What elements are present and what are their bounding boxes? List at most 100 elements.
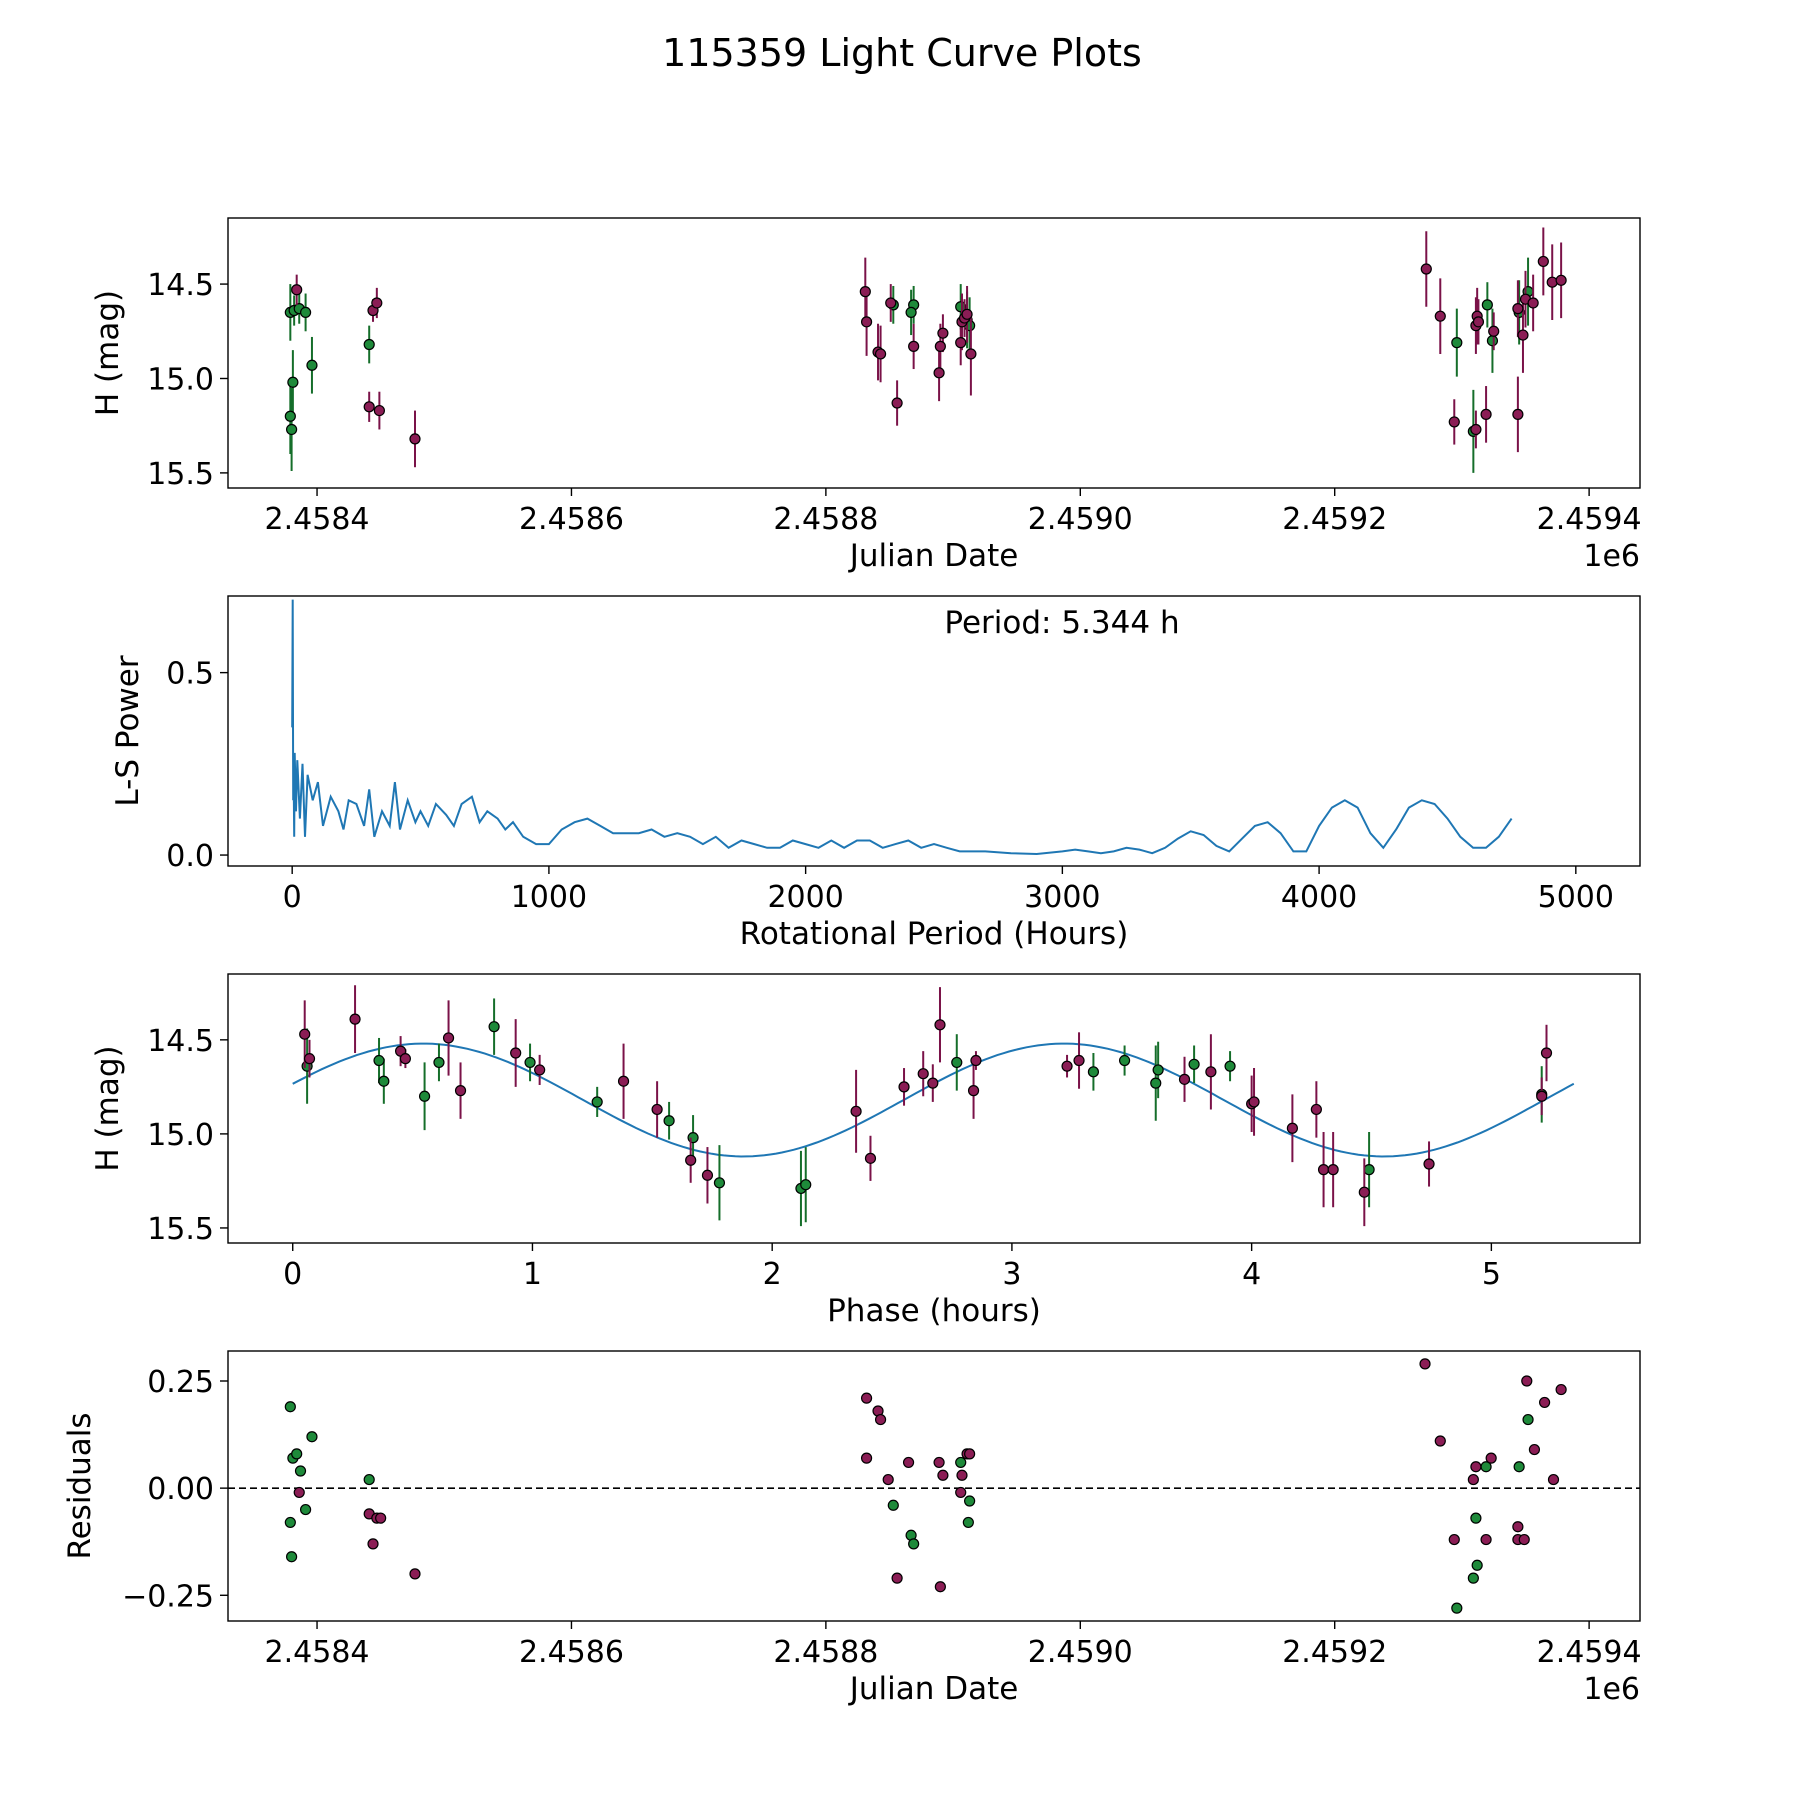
data-point-green — [1087, 1066, 1100, 1078]
plot-frame — [227, 217, 1641, 489]
data-point-green — [955, 1456, 967, 1469]
data-point-green — [1481, 299, 1493, 311]
data-point-maroon — [442, 1032, 455, 1044]
data-point-green — [1152, 1064, 1164, 1076]
data-point-green — [955, 301, 967, 313]
x-tick-label: 2.4592 — [1282, 1635, 1387, 1670]
data-point-maroon — [1248, 1096, 1260, 1108]
data-point-maroon — [701, 1169, 714, 1181]
data-point-maroon — [1512, 303, 1524, 315]
data-point-green — [1451, 337, 1463, 349]
data-point-maroon — [1205, 1066, 1217, 1078]
data-point-maroon — [964, 1448, 976, 1460]
data-point-maroon — [956, 1469, 968, 1481]
data-point-green — [1486, 335, 1499, 347]
x-tick-label: 2.4588 — [773, 1635, 878, 1670]
x-tick-label: 0 — [283, 880, 302, 915]
y-tick-label: 14.5 — [147, 1024, 214, 1059]
data-point-maroon — [1480, 408, 1492, 420]
data-point-maroon — [409, 1568, 421, 1580]
x-tick-label: 4000 — [1281, 880, 1357, 915]
data-point-maroon — [1073, 1054, 1085, 1067]
data-point-maroon — [874, 1413, 887, 1426]
data-point-maroon — [955, 337, 967, 349]
data-point-green — [286, 1551, 298, 1563]
data-point-maroon — [1286, 1122, 1298, 1134]
phase-folded-panel: 0 1 2 3 4 5 15.5 15.0 14.5 Phase (hours) H (mag) — [90, 973, 1641, 1329]
data-point-maroon — [1472, 316, 1485, 328]
x-tick-label: 2.4586 — [519, 1635, 624, 1670]
data-point-maroon — [1434, 1435, 1446, 1447]
x-tick-label: 2.4594 — [1537, 502, 1642, 537]
data-point-maroon — [898, 1081, 910, 1093]
residuals-panel: 2.4584 2.4586 2.4588 2.4590 2.4592 2.4594 0.25… — [62, 1350, 1642, 1707]
data-point-green — [1118, 1054, 1131, 1067]
data-point-maroon — [454, 1085, 467, 1097]
y-tick-label: 15.5 — [147, 1212, 214, 1247]
data-point-green — [284, 410, 296, 422]
y-tick-label: −0.25 — [122, 1579, 214, 1614]
x-tick-label: 2.4586 — [519, 502, 624, 537]
x-tick-label: 2.4590 — [1028, 502, 1133, 537]
data-point-maroon — [860, 1392, 873, 1404]
x-tick-label: 5 — [1482, 1257, 1501, 1292]
plot-area — [292, 985, 1575, 1227]
data-point-maroon — [1420, 263, 1432, 275]
data-point-maroon — [891, 1572, 903, 1584]
x-axis-offset-label: 1e6 — [1583, 539, 1640, 574]
data-point-maroon — [937, 327, 949, 339]
y-axis-label: H (mag) — [90, 290, 126, 416]
data-point-green — [524, 1056, 536, 1069]
data-point-maroon — [1536, 1090, 1548, 1102]
y-axis-label: L-S Power — [110, 655, 146, 806]
data-point-maroon — [1485, 1452, 1497, 1464]
data-point-maroon — [934, 1019, 946, 1031]
data-point-maroon — [1470, 423, 1482, 436]
data-point-green — [306, 1431, 318, 1443]
data-point-maroon — [967, 1085, 980, 1097]
data-point-maroon — [885, 297, 897, 309]
data-point-maroon — [1434, 310, 1446, 322]
data-point-maroon — [1419, 1358, 1431, 1370]
data-point-green — [378, 1075, 390, 1087]
data-point-maroon — [1518, 1533, 1530, 1546]
x-axis-label: Rotational Period (Hours) — [740, 916, 1129, 952]
data-point-maroon — [299, 1028, 311, 1040]
data-point-green — [1467, 1572, 1479, 1584]
data-point-green — [1224, 1060, 1236, 1072]
data-point-maroon — [399, 1053, 411, 1065]
data-point-maroon — [1467, 1473, 1479, 1486]
data-point-green — [905, 306, 917, 319]
y-axis-label: Residuals — [62, 1412, 98, 1559]
data-point-maroon — [293, 1486, 305, 1499]
x-tick-label: 2.4594 — [1537, 1635, 1642, 1670]
x-tick-label: 2000 — [767, 880, 843, 915]
data-point-maroon — [685, 1154, 697, 1166]
data-point-green — [373, 1054, 385, 1067]
data-point-maroon — [510, 1047, 522, 1059]
x-axis-label: Julian Date — [848, 1671, 1019, 1707]
data-point-maroon — [1310, 1103, 1322, 1116]
data-point-green — [363, 1473, 375, 1486]
data-point-maroon — [859, 286, 871, 298]
data-point-maroon — [882, 1473, 894, 1486]
data-point-maroon — [933, 1456, 945, 1469]
data-point-maroon — [1521, 1375, 1533, 1387]
data-point-maroon — [874, 348, 887, 360]
y-tick-label: 15.5 — [147, 457, 214, 492]
data-point-maroon — [934, 1581, 946, 1593]
data-point-maroon — [908, 340, 920, 352]
y-tick-label: 15.0 — [147, 362, 214, 397]
data-point-maroon — [534, 1064, 546, 1076]
data-point-green — [284, 1401, 296, 1413]
data-point-maroon — [1448, 1533, 1460, 1546]
y-tick-label: 0.0 — [166, 839, 214, 874]
data-point-maroon — [1517, 329, 1529, 341]
data-point-maroon — [1527, 297, 1539, 309]
data-point-maroon — [1470, 1461, 1482, 1473]
data-point-green — [488, 1021, 500, 1033]
data-point-maroon — [934, 340, 946, 352]
x-tick-label: 3000 — [1024, 880, 1100, 915]
data-point-maroon — [933, 367, 945, 379]
